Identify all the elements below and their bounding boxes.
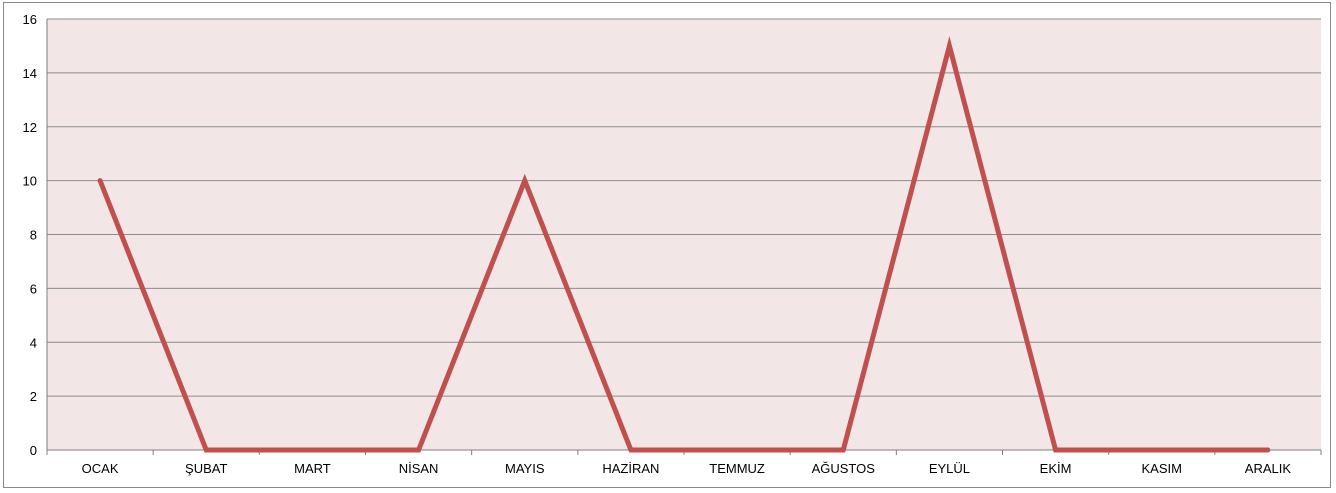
- series-line: [97, 36, 1271, 453]
- y-tick-label: 14: [23, 66, 37, 81]
- x-tick-label: KASIM: [1142, 461, 1182, 476]
- x-tick-label: NİSAN: [399, 461, 439, 476]
- x-tick-label: EKİM: [1040, 461, 1072, 476]
- x-tick-label: ŞUBAT: [185, 461, 227, 476]
- y-tick-label: 16: [23, 12, 37, 27]
- x-tick-label: MART: [294, 461, 331, 476]
- gridlines: [47, 18, 1321, 397]
- y-tick-label: 6: [30, 281, 37, 296]
- x-tick-label: EYLÜL: [929, 461, 970, 476]
- y-tick-label: 10: [23, 174, 37, 189]
- y-tick-label: 0: [30, 443, 37, 458]
- x-tick-label: TEMMUZ: [709, 461, 765, 476]
- x-tick-label: OCAK: [82, 461, 119, 476]
- x-tick-label: ARALIK: [1245, 461, 1292, 476]
- y-axis: 0 2 4 6 8 10 12 14 16: [23, 12, 48, 458]
- x-tick-label: AĞUSTOS: [812, 461, 876, 476]
- y-tick-label: 4: [30, 335, 37, 350]
- series-group: [97, 36, 1271, 453]
- y-tick-label: 2: [30, 389, 37, 404]
- x-tick-label: MAYIS: [505, 461, 545, 476]
- y-tick-label: 8: [30, 228, 37, 243]
- x-axis: OCAK ŞUBAT MART NİSAN MAYIS HAZİRAN TEMMUZ AĞUS…: [46, 449, 1322, 476]
- x-tick-label: HAZİRAN: [602, 461, 659, 476]
- y-tick-label: 12: [23, 120, 37, 135]
